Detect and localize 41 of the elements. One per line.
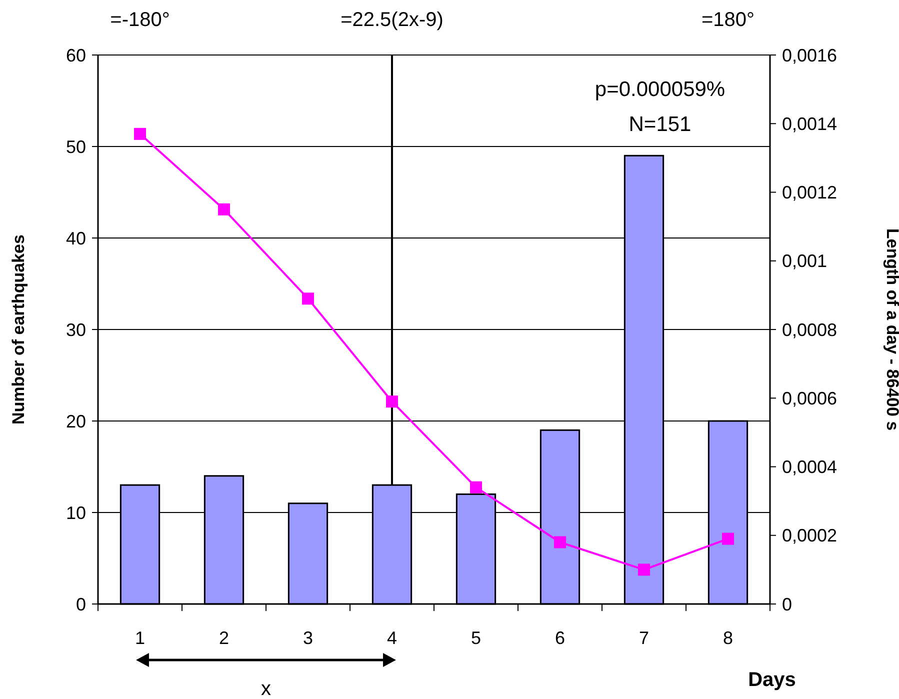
point	[218, 203, 230, 216]
y2-tick-label: 0,0014	[782, 114, 838, 134]
text: =22.5(2x-9)	[340, 9, 444, 31]
y2-tick-label: 0,0006	[782, 388, 838, 408]
y2-tick-label: 0,0016	[782, 45, 838, 66]
x-tick-label: 3	[302, 628, 314, 648]
x-axis-title: Days	[748, 669, 796, 691]
y-tick-label: 0	[76, 594, 86, 614]
point	[302, 292, 314, 305]
text: =180°	[701, 9, 755, 31]
x-tick-label: 5	[470, 628, 482, 648]
x-tick-label: 4	[386, 628, 398, 648]
point	[470, 481, 482, 494]
x-tick-label: 1	[134, 628, 146, 648]
text: x	[261, 678, 271, 699]
y-tick-label: 60	[66, 45, 86, 66]
point	[638, 564, 650, 576]
y2-tick-label: 0,0008	[782, 320, 838, 340]
x-tick-label: 6	[554, 628, 566, 648]
y2-tick-label: 0,0002	[782, 526, 838, 546]
point	[134, 128, 146, 140]
annotation: p=0.000059%	[594, 78, 726, 101]
y2-axis-title: Length of a day - 86400 s	[883, 228, 899, 431]
annotation: N=151	[628, 113, 692, 136]
point	[386, 396, 398, 408]
y2-tick-label: 0,001	[782, 251, 828, 272]
y-tick-label: 30	[66, 320, 86, 340]
text: =-180°	[110, 9, 170, 31]
y2-tick-label: 0,0012	[782, 182, 838, 203]
y-tick-label: 10	[66, 502, 86, 523]
y-tick-label: 40	[66, 228, 86, 248]
y-tick-label: 20	[66, 411, 86, 432]
point	[554, 536, 566, 548]
y-axis-title: Number of earthquakes	[9, 234, 28, 424]
x-tick-label: 8	[722, 628, 734, 648]
x-tick-label: 7	[638, 628, 650, 648]
point	[722, 532, 734, 545]
y2-tick-label: 0,0004	[782, 457, 838, 478]
y2-tick-label: 0	[782, 594, 792, 614]
x-tick-label: 2	[218, 628, 230, 648]
y-tick-label: 50	[66, 136, 86, 157]
